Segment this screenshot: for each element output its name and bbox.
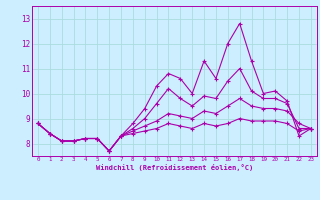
- X-axis label: Windchill (Refroidissement éolien,°C): Windchill (Refroidissement éolien,°C): [96, 164, 253, 171]
